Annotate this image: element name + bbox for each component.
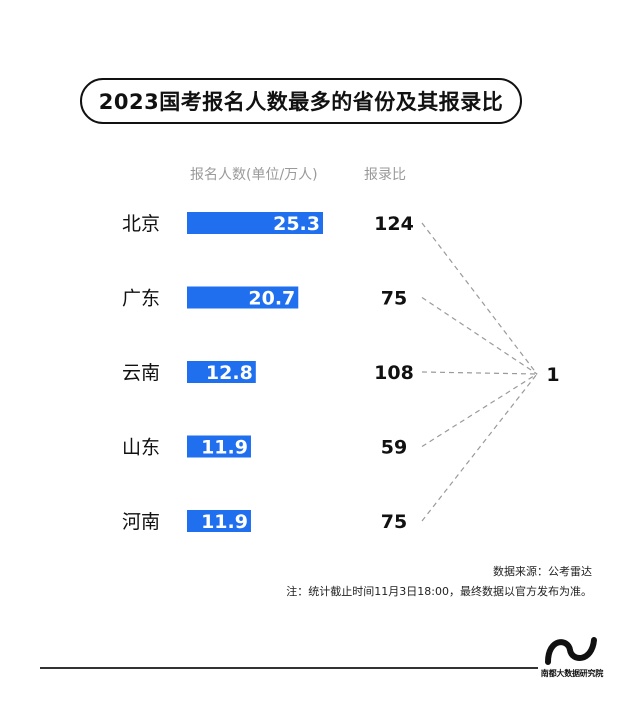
applicants-column-header: 报名人数(单位/万人) <box>190 167 318 183</box>
category-label: 河南 <box>122 511 160 533</box>
ratio-value-label: 124 <box>374 213 414 235</box>
dashed-connector <box>421 373 538 448</box>
ratio-base-label: 1 <box>546 364 559 386</box>
ratio-value-label: 59 <box>381 437 407 459</box>
ratio-value-label: 75 <box>381 511 407 533</box>
footnote: 注：统计截止时间11月3日18:00，最终数据以官方发布为准。 <box>286 585 592 598</box>
dashed-connector <box>421 222 538 375</box>
ratio-value-label: 108 <box>374 362 414 384</box>
category-label: 山东 <box>122 437 160 459</box>
category-label: 云南 <box>122 362 160 384</box>
bar <box>187 510 251 532</box>
bar <box>187 435 251 458</box>
bar-value-label: 11.9 <box>201 437 248 459</box>
category-label: 广东 <box>122 288 160 310</box>
chart-title: 2023国考报名人数最多的省份及其报录比 <box>80 78 522 124</box>
bar-value-label: 20.7 <box>248 288 295 310</box>
bar <box>187 361 256 383</box>
dashed-connector <box>421 371 538 375</box>
logo-text: 南都大数据研究院 <box>540 669 604 678</box>
dashed-connector <box>421 373 538 522</box>
bar <box>187 212 323 234</box>
bar-value-label: 25.3 <box>273 213 320 235</box>
dashed-connector <box>421 297 538 375</box>
footer-divider <box>40 667 538 669</box>
ratio-column-header: 报录比 <box>364 167 406 183</box>
bar-value-label: 11.9 <box>201 511 248 533</box>
data-source: 数据来源：公考雷达 <box>493 565 592 578</box>
ratio-value-label: 75 <box>381 288 407 310</box>
bar-value-label: 12.8 <box>206 362 253 384</box>
brand-logo: 南都大数据研究院 <box>540 632 604 682</box>
category-label: 北京 <box>122 213 160 235</box>
bar <box>187 286 299 309</box>
